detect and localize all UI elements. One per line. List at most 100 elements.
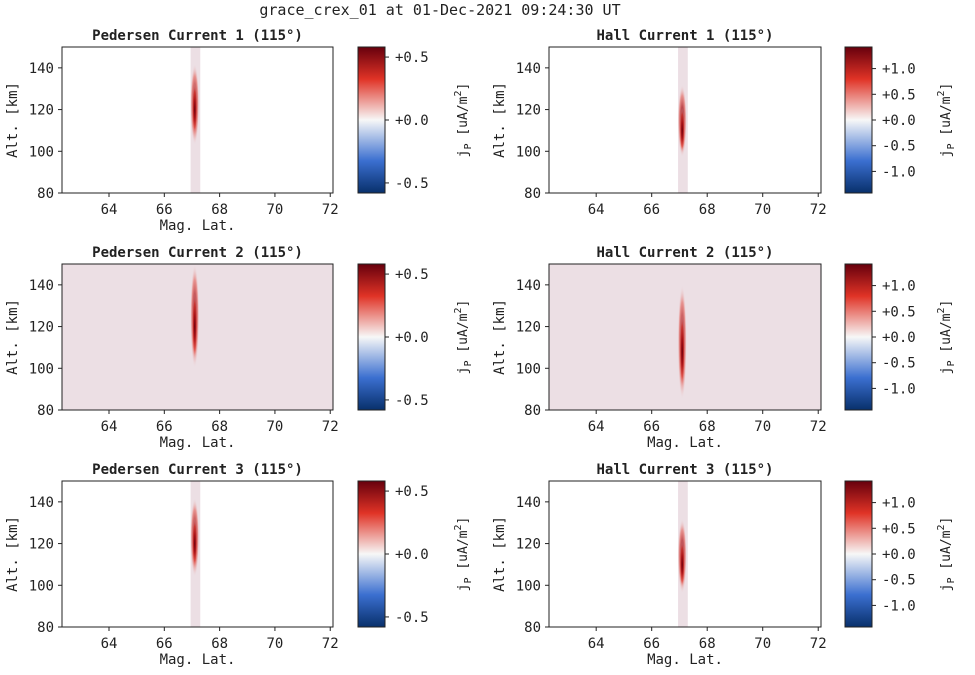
y-tick-label: 80 <box>37 620 54 636</box>
x-tick-label: 64 <box>101 419 118 435</box>
y-tick-label: 100 <box>516 361 541 377</box>
x-tick-label: 72 <box>322 419 339 435</box>
x-tick-label: 66 <box>156 419 173 435</box>
y-tick-label: 80 <box>37 403 54 419</box>
colorbar-tick-label: -1.0 <box>882 598 916 614</box>
x-tick-label: 72 <box>322 202 339 218</box>
colorbar-tick-label: -1.0 <box>882 164 916 180</box>
colorbar <box>357 263 386 411</box>
colorbar-tick-label: +0.5 <box>882 87 916 103</box>
y-tick-label: 100 <box>29 578 54 594</box>
colorbar-tick-label: +0.0 <box>882 113 916 129</box>
y-tick-label: 120 <box>29 537 54 553</box>
colorbar <box>844 480 873 628</box>
colorbar-tick-label: +1.0 <box>882 496 916 512</box>
x-tick-label: 70 <box>754 419 771 435</box>
x-tick-label: 70 <box>754 202 771 218</box>
y-tick-label: 100 <box>516 578 541 594</box>
x-tick-label: 66 <box>643 636 660 652</box>
x-tick-label: 68 <box>699 419 716 435</box>
subplot-title: Hall Current 2 (115°) <box>596 245 773 261</box>
x-tick-label: 72 <box>322 636 339 652</box>
y-tick-label: 80 <box>37 186 54 202</box>
y-tick-label: 120 <box>29 103 54 119</box>
x-tick-label: 70 <box>266 636 283 652</box>
y-tick-label: 80 <box>524 620 541 636</box>
y-axis-label: Alt. [km] <box>5 299 21 375</box>
x-tick-label: 72 <box>810 202 827 218</box>
panels: 64 66 68 70 72 80 100 120 140 Pedersen Current 1 … <box>5 28 957 668</box>
y-tick-label: 120 <box>516 103 541 119</box>
x-tick-label: 64 <box>101 202 118 218</box>
axes-frame <box>61 46 334 194</box>
x-tick-label: 64 <box>101 636 118 652</box>
colorbar <box>357 480 386 628</box>
y-axis-label: Alt. [km] <box>492 299 508 375</box>
colorbar-tick-label: -0.5 <box>395 610 429 626</box>
x-tick-label: 68 <box>211 636 228 652</box>
colorbar-tick-label: -1.0 <box>882 381 916 397</box>
x-tick-label: 72 <box>810 419 827 435</box>
y-tick-label: 100 <box>516 144 541 160</box>
y-axis-label: Alt. [km] <box>5 82 21 158</box>
colorbar-tick-label: -0.5 <box>395 393 429 409</box>
figure-title: grace_crex_01 at 01-Dec-2021 09:24:30 UT <box>259 1 621 19</box>
subplot-title: Pedersen Current 1 (115°) <box>92 28 303 44</box>
colorbar-label: jP [uA/m2] <box>936 300 957 375</box>
colorbar-tick-label: -0.5 <box>882 356 916 372</box>
x-tick-label: 64 <box>588 636 605 652</box>
x-tick-label: 68 <box>211 419 228 435</box>
y-axis-label: Alt. [km] <box>492 82 508 158</box>
heatmap-panel: 64 66 68 70 72 80 100 120 140 Hall Current 3 (115… <box>492 462 957 668</box>
colorbar-tick-label: -0.5 <box>395 176 429 192</box>
x-tick-label: 68 <box>211 202 228 218</box>
x-axis-label: Mag. Lat. <box>647 652 723 668</box>
colorbar-tick-label: +1.0 <box>882 279 916 295</box>
axes-frame <box>548 480 822 628</box>
x-tick-label: 72 <box>810 636 827 652</box>
heatmap-panel: 64 66 68 70 72 80 100 120 140 Pedersen Current 1 … <box>5 28 474 234</box>
axes-frame <box>548 263 822 411</box>
axes-frame <box>548 46 822 194</box>
current-core <box>679 314 685 389</box>
colorbar <box>844 263 873 411</box>
subplot-title: Hall Current 1 (115°) <box>596 28 773 44</box>
current-core <box>192 518 198 569</box>
x-tick-label: 66 <box>643 202 660 218</box>
subplot-title: Hall Current 3 (115°) <box>596 462 773 478</box>
colorbar-label: jP [uA/m2] <box>936 83 957 158</box>
x-tick-label: 70 <box>754 636 771 652</box>
y-tick-label: 120 <box>516 320 541 336</box>
y-tick-label: 140 <box>516 495 541 511</box>
y-tick-label: 100 <box>29 144 54 160</box>
y-tick-label: 140 <box>29 495 54 511</box>
colorbar-tick-label: +0.0 <box>882 547 916 563</box>
colorbar-tick-label: +0.0 <box>395 113 429 129</box>
subplot-title: Pedersen Current 3 (115°) <box>92 462 303 478</box>
colorbar <box>844 46 873 194</box>
colorbar-tick-label: +0.0 <box>882 330 916 346</box>
x-axis-label: Mag. Lat. <box>160 218 236 234</box>
y-tick-label: 140 <box>516 278 541 294</box>
colorbar-label: jP [uA/m2] <box>453 300 474 375</box>
axes-frame <box>61 480 334 628</box>
x-tick-label: 66 <box>643 419 660 435</box>
colorbar-tick-label: -0.5 <box>882 573 916 589</box>
colorbar-tick-label: +0.0 <box>395 330 429 346</box>
x-tick-label: 66 <box>156 202 173 218</box>
x-axis-label: Mag. Lat. <box>647 435 723 451</box>
colorbar-label: jP [uA/m2] <box>453 517 474 592</box>
heatmap-panel: 64 66 68 70 72 80 100 120 140 Hall Current 1 (115… <box>492 28 957 218</box>
x-tick-label: 68 <box>699 636 716 652</box>
x-tick-label: 64 <box>588 419 605 435</box>
y-axis-label: Alt. [km] <box>492 516 508 592</box>
current-core <box>679 107 685 154</box>
colorbar-tick-label: +0.5 <box>395 484 429 500</box>
colorbar-tick-label: +1.0 <box>882 62 916 78</box>
x-tick-label: 70 <box>266 202 283 218</box>
heatmap-panel: 64 66 68 70 72 80 100 120 140 Pedersen Current 2 … <box>5 245 474 451</box>
y-tick-label: 100 <box>29 361 54 377</box>
y-tick-label: 140 <box>516 61 541 77</box>
current-core <box>192 293 198 360</box>
